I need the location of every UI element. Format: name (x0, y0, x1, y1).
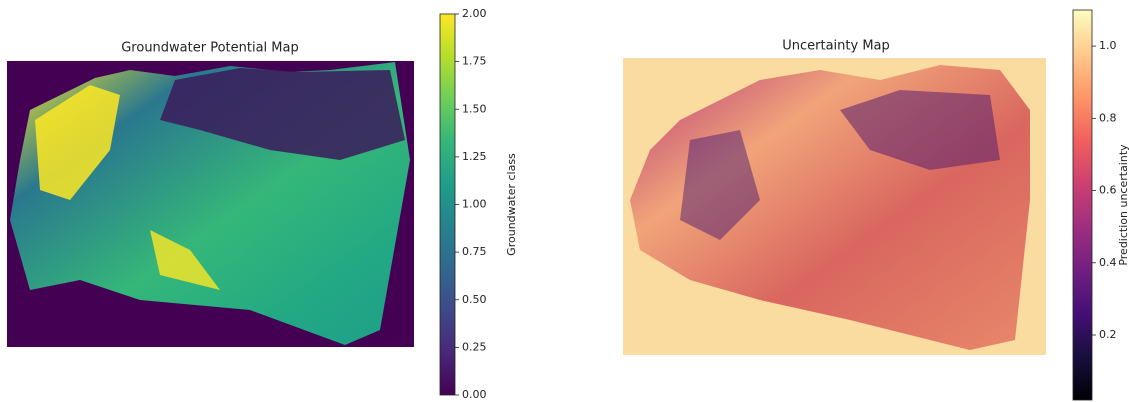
colorbar-tick-label: 1.00 (462, 198, 487, 211)
colorbar-tick-label: 0.4 (1099, 256, 1117, 269)
colorbar-tick-label: 0.8 (1099, 111, 1117, 124)
figure: Groundwater Potential Map 0.00 0.25 0.50 0.7… (0, 0, 1129, 402)
colorbar-tick-label: 1.50 (462, 102, 487, 115)
colorbar-tick-label: 1.25 (462, 150, 487, 163)
colorbar-label: Prediction uncertainty (1117, 144, 1129, 266)
groundwater-map (7, 61, 414, 347)
colorbar-tick-label: 1.0 (1099, 39, 1117, 52)
colorbar-tick-label: 0.50 (462, 293, 487, 306)
colorbar-label: Groundwater class (505, 153, 518, 256)
colorbar-tick-label: 0.2 (1099, 328, 1117, 341)
colorbar-tick-label: 1.75 (462, 55, 487, 68)
colorbar (1073, 10, 1092, 400)
colorbar-tick-label: 0.6 (1099, 184, 1117, 197)
chart-title: Groundwater Potential Map (121, 41, 299, 56)
colorbar (440, 14, 455, 395)
colorbar-tick-label: 0.75 (462, 245, 487, 258)
uncertainty-map (623, 58, 1046, 355)
colorbar-tick-label: 2.00 (462, 7, 487, 20)
chart-title: Uncertainty Map (782, 39, 890, 54)
colorbar-tick-label: 0.00 (462, 388, 487, 401)
colorbar-tick-label: 0.25 (462, 340, 487, 353)
